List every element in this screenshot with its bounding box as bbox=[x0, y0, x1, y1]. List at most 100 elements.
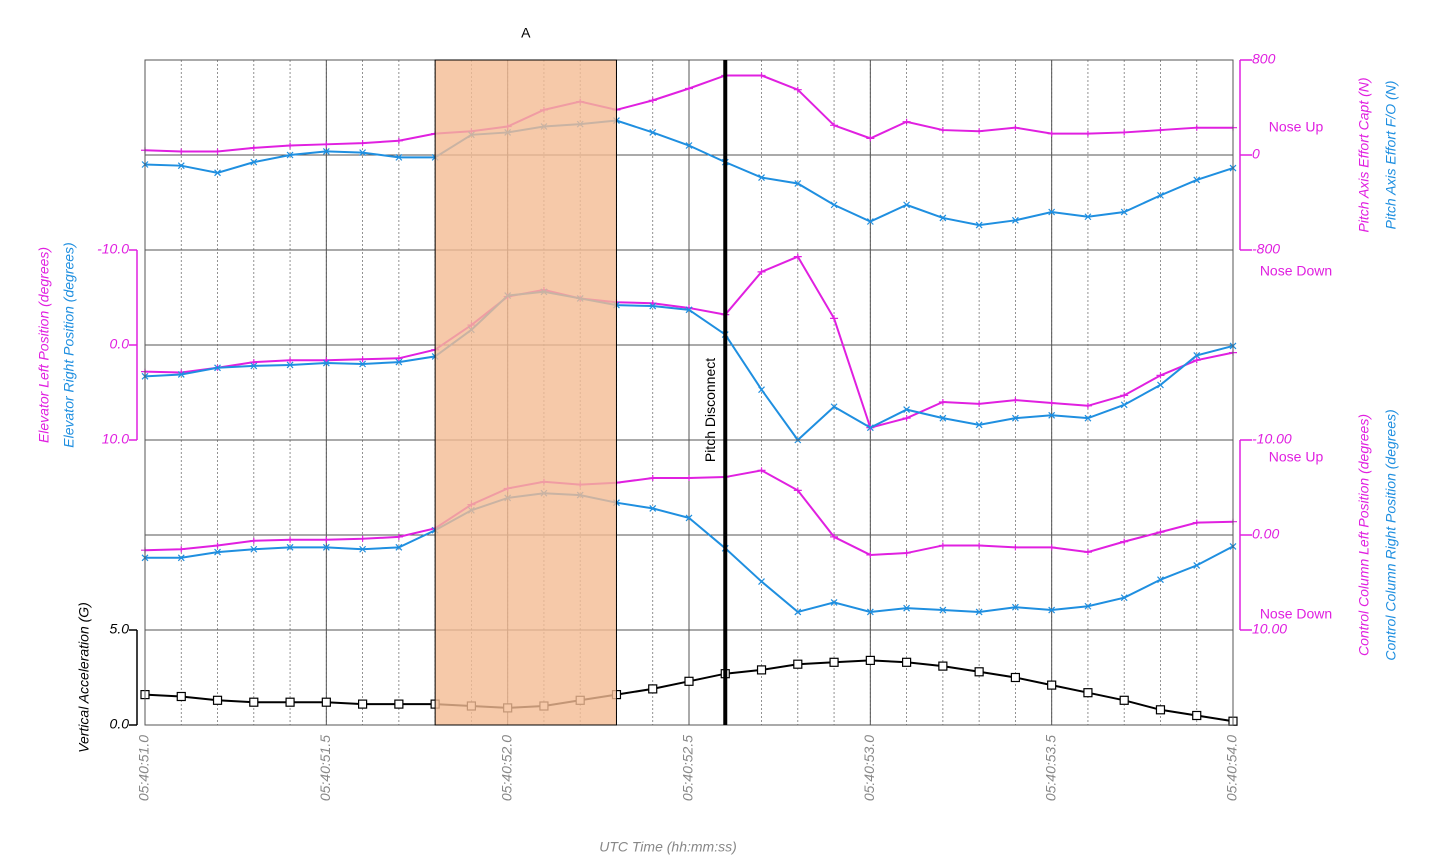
y-tick-label: 0.0 bbox=[110, 336, 130, 352]
x-tick-label: 05:40:52.0 bbox=[498, 735, 514, 801]
marker bbox=[756, 665, 767, 675]
marker bbox=[395, 153, 403, 161]
marker bbox=[975, 221, 983, 229]
x-tick-label: 05:40:51.0 bbox=[136, 735, 152, 801]
marker bbox=[177, 546, 186, 553]
marker bbox=[1120, 594, 1128, 602]
marker bbox=[938, 399, 947, 405]
marker bbox=[395, 358, 403, 366]
marker bbox=[648, 97, 657, 104]
marker bbox=[286, 543, 294, 551]
marker bbox=[359, 360, 367, 368]
marker bbox=[865, 655, 875, 666]
marker bbox=[1011, 544, 1020, 551]
marker bbox=[939, 214, 947, 222]
marker bbox=[1047, 130, 1056, 137]
marker bbox=[1047, 680, 1057, 690]
x-tick-label: 05:40:53.0 bbox=[861, 735, 877, 801]
marker bbox=[830, 122, 839, 129]
marker bbox=[286, 357, 295, 364]
highlight bbox=[434, 59, 617, 726]
marker bbox=[1192, 124, 1201, 131]
marker bbox=[1047, 399, 1056, 406]
marker bbox=[1120, 538, 1129, 545]
marker bbox=[1156, 529, 1165, 536]
marker bbox=[249, 144, 258, 151]
marker bbox=[1011, 414, 1019, 422]
annotation: Nose Up bbox=[1269, 119, 1324, 135]
plot-frame bbox=[144, 59, 1234, 726]
marker bbox=[1193, 561, 1201, 569]
y-tick-label: 10.0 bbox=[102, 431, 129, 447]
marker bbox=[322, 359, 330, 367]
marker bbox=[1192, 519, 1201, 526]
marker bbox=[866, 424, 874, 432]
x-tick-label: 05:40:52.5 bbox=[680, 735, 696, 801]
y-tick-label: 0 bbox=[1252, 146, 1260, 162]
marker bbox=[394, 355, 403, 362]
marker bbox=[1120, 129, 1129, 136]
series-label: Elevator Right Position (degrees) bbox=[61, 242, 77, 447]
marker bbox=[1157, 191, 1164, 199]
marker bbox=[213, 148, 222, 155]
marker bbox=[757, 467, 766, 474]
x-axis-label: UTC Time (hh:mm:ss) bbox=[599, 839, 737, 855]
marker bbox=[757, 268, 766, 275]
marker bbox=[1047, 544, 1056, 551]
annotation: Nose Down bbox=[1260, 606, 1332, 622]
marker bbox=[793, 487, 802, 494]
y-tick-label: -800 bbox=[1252, 241, 1280, 257]
marker bbox=[1157, 576, 1164, 584]
marker bbox=[1192, 357, 1201, 364]
marker bbox=[250, 158, 258, 166]
marker bbox=[1084, 213, 1092, 221]
y-tick-label: -10.0 bbox=[97, 241, 129, 257]
marker bbox=[249, 697, 259, 707]
marker bbox=[177, 554, 185, 562]
marker bbox=[866, 218, 874, 225]
marker bbox=[1120, 401, 1128, 409]
marker bbox=[394, 699, 404, 709]
marker bbox=[1011, 397, 1020, 404]
marker bbox=[794, 608, 802, 616]
y-tick-label: 0.00 bbox=[1252, 526, 1279, 542]
marker bbox=[1083, 402, 1092, 409]
marker bbox=[685, 142, 693, 149]
marker bbox=[214, 364, 221, 372]
marker bbox=[250, 362, 258, 370]
y-tick-label: 5.0 bbox=[110, 621, 130, 637]
marker bbox=[1193, 352, 1201, 359]
marker bbox=[1083, 549, 1092, 556]
marker bbox=[902, 415, 911, 422]
marker bbox=[685, 475, 693, 481]
marker bbox=[358, 356, 367, 363]
marker bbox=[866, 551, 875, 558]
series-label: Pitch Axis Effort F/O (N) bbox=[1383, 81, 1399, 230]
series-label: Elevator Left Position (degrees) bbox=[36, 247, 52, 443]
marker bbox=[830, 599, 838, 606]
x-tick-label: 05:40:53.5 bbox=[1042, 735, 1058, 801]
marker bbox=[1010, 672, 1021, 683]
marker bbox=[1048, 411, 1056, 419]
marker bbox=[975, 128, 984, 135]
marker bbox=[866, 135, 875, 142]
marker bbox=[1155, 705, 1166, 715]
marker bbox=[903, 604, 911, 612]
marker bbox=[902, 550, 911, 557]
annotation: Nose Up bbox=[1269, 449, 1324, 465]
marker bbox=[648, 684, 658, 694]
marker bbox=[1084, 602, 1092, 610]
marker bbox=[793, 659, 803, 669]
marker bbox=[1011, 603, 1019, 611]
marker bbox=[1083, 130, 1092, 137]
marker bbox=[1084, 414, 1092, 422]
marker bbox=[649, 504, 657, 512]
y-tick-label: -10.00 bbox=[1252, 431, 1292, 447]
marker bbox=[177, 148, 186, 155]
marker bbox=[322, 148, 330, 155]
marker bbox=[938, 127, 947, 134]
marker bbox=[322, 543, 330, 551]
marker bbox=[1192, 710, 1202, 721]
marker bbox=[975, 421, 983, 429]
marker bbox=[1048, 606, 1056, 614]
